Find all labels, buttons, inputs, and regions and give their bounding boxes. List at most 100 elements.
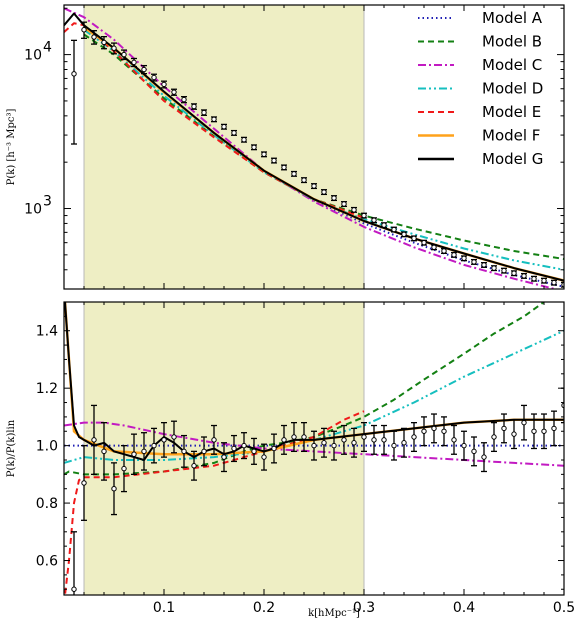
x-tick-label: 0.4	[453, 600, 475, 616]
data-point	[391, 226, 397, 233]
x-tick-label: 0.2	[253, 600, 275, 616]
data-point	[471, 259, 477, 265]
data-point	[301, 177, 307, 183]
data-point	[441, 248, 447, 254]
top-x-ticks	[83, 5, 545, 289]
data-point	[351, 207, 357, 213]
data-point	[531, 275, 537, 282]
data-point	[111, 486, 117, 492]
data-point	[521, 273, 527, 279]
data-point	[81, 480, 87, 486]
data-point	[261, 454, 267, 460]
data-point	[501, 267, 507, 274]
data-point	[341, 201, 347, 207]
data-point	[151, 74, 157, 81]
data-point	[381, 222, 387, 228]
data-point	[201, 448, 207, 455]
data-point	[151, 442, 157, 449]
data-point	[101, 39, 107, 46]
data-point	[401, 440, 407, 446]
y-tick-label: 10	[24, 48, 42, 64]
data-point	[491, 265, 497, 271]
data-point	[461, 442, 467, 449]
top-data-points	[71, 21, 564, 288]
data-point	[331, 195, 337, 201]
x-tick-label: 0.5	[553, 600, 575, 616]
data-point	[201, 109, 207, 116]
bottom-panel: 0.6 0.8 1.0 1.2 1.4 0.1 0.2 0.3 0.4 0.5 P(k)/P(k…	[6, 301, 575, 619]
data-point	[271, 157, 277, 164]
data-point	[381, 437, 387, 443]
data-point	[461, 255, 467, 261]
data-point	[521, 419, 527, 426]
data-point	[321, 189, 327, 195]
data-point	[81, 27, 87, 33]
curve-model-c	[64, 7, 559, 289]
legend: Model A Model B Model C Model D Model E Model…	[418, 9, 543, 168]
x-tick-label: 0.3	[353, 600, 375, 616]
data-point	[141, 448, 147, 455]
data-point	[311, 442, 317, 449]
data-point	[211, 116, 217, 122]
data-point	[411, 434, 417, 440]
y-tick-exponent: 3	[43, 194, 52, 210]
data-point	[71, 71, 77, 77]
data-point	[511, 431, 517, 437]
data-point	[271, 445, 277, 452]
y-tick-label: 1.0	[36, 439, 58, 455]
data-point	[141, 66, 147, 73]
curve-model-e	[64, 410, 365, 595]
data-point	[251, 448, 257, 455]
data-point	[121, 51, 127, 58]
data-point	[191, 463, 197, 469]
data-point	[431, 244, 437, 250]
data-point	[241, 136, 247, 143]
x-axis-label: k[hMpc⁻¹]	[308, 608, 360, 619]
data-point	[131, 59, 137, 66]
bottom-data-points	[71, 387, 564, 595]
y-tick-label: 0.8	[36, 496, 58, 512]
y-tick-exponent: 4	[43, 40, 52, 56]
data-point	[171, 434, 177, 440]
data-point	[311, 183, 317, 189]
data-point	[101, 448, 107, 455]
data-point	[181, 448, 187, 455]
bottom-x-ticks: 0.1 0.2 0.3 0.4 0.5	[83, 302, 575, 616]
data-point	[361, 212, 367, 219]
data-point	[221, 124, 227, 130]
data-point	[181, 96, 187, 103]
data-point	[371, 437, 377, 443]
data-point	[281, 164, 287, 171]
data-point	[391, 442, 397, 449]
data-point	[411, 235, 417, 242]
data-point	[261, 151, 267, 158]
data-point	[251, 144, 257, 150]
data-point	[371, 217, 377, 223]
data-point	[191, 103, 197, 110]
data-point	[241, 442, 247, 449]
data-point	[131, 451, 137, 457]
data-point	[551, 425, 557, 432]
y-tick-label: 10	[24, 202, 42, 218]
data-point	[541, 428, 547, 434]
data-point	[491, 434, 497, 440]
y-tick-label: 1.2	[36, 381, 58, 397]
data-point	[71, 586, 77, 592]
data-point	[441, 428, 447, 434]
data-point	[361, 434, 367, 440]
data-point	[291, 171, 297, 177]
data-point	[451, 252, 457, 258]
data-point	[91, 437, 97, 443]
bottom-y-axis-label: P(k)/P(k)lin	[6, 419, 17, 477]
data-point	[451, 437, 457, 443]
data-point	[281, 437, 287, 443]
top-y-axis-label: P(k) [h⁻³ Mpc³]	[6, 109, 17, 186]
data-point	[161, 437, 167, 443]
data-point	[351, 440, 357, 446]
data-point	[531, 428, 537, 434]
data-point	[161, 81, 167, 88]
y-tick-label: 0.6	[36, 554, 58, 570]
data-point	[211, 437, 217, 443]
